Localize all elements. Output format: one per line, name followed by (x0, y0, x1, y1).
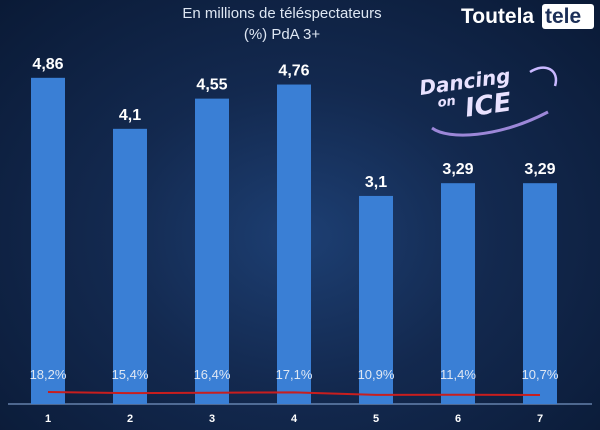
bar (523, 183, 557, 404)
bar-value-label: 4,76 (278, 63, 309, 80)
share-label: 17,1% (276, 367, 313, 382)
x-ticks: 1 2 3 4 5 6 7 (45, 413, 543, 425)
share-label: 11,4% (440, 367, 476, 382)
share-label: 10,9% (358, 367, 395, 382)
logo-text-ice: ICE (463, 87, 513, 123)
show-logo: Dancing on ICE (418, 63, 558, 137)
bar-value-label: 4,55 (196, 77, 227, 94)
bar-value-label: 3,29 (524, 161, 555, 178)
x-tick-label: 4 (291, 413, 298, 425)
brand-logo: Toutela tele (461, 4, 594, 29)
bars (31, 77, 557, 405)
subtitle-line2: (%) PdA 3+ (244, 26, 321, 43)
bar-value-label: 3,1 (365, 174, 387, 191)
bar (113, 128, 147, 405)
brand-badge (542, 4, 594, 29)
brand-text-part2: tele (545, 5, 581, 28)
bar (277, 84, 311, 405)
brand-text-part1: Toutela (461, 5, 534, 28)
logo-text-on: on (437, 94, 457, 111)
bar (441, 183, 475, 404)
x-tick-label: 2 (127, 413, 133, 425)
share-label: 18,2% (30, 367, 67, 382)
logo-swoosh (431, 110, 549, 137)
bar (359, 195, 393, 404)
bar (195, 98, 229, 404)
bar (31, 77, 65, 405)
subtitle-line1: En millions de téléspectateurs (182, 5, 381, 22)
share-label: 15,4% (112, 367, 149, 382)
x-tick-label: 3 (209, 413, 215, 425)
x-tick-label: 1 (45, 413, 51, 425)
x-tick-label: 5 (373, 413, 379, 425)
bar-value-label: 4,86 (32, 56, 63, 73)
share-labels: 18,2% 15,4% 16,4% 17,1% 10,9% 11,4% 10,7% (30, 367, 559, 382)
logo-skate-curl (529, 66, 558, 87)
share-label: 16,4% (194, 367, 231, 382)
x-tick-label: 6 (455, 413, 461, 425)
bar-value-label: 4,1 (119, 107, 141, 124)
x-tick-label: 7 (537, 413, 543, 425)
share-label: 10,7% (522, 367, 559, 382)
value-labels: 4,86 4,1 4,55 4,76 3,1 3,29 3,29 (32, 56, 555, 191)
bar-value-label: 3,29 (442, 161, 473, 178)
share-line (47, 391, 541, 396)
